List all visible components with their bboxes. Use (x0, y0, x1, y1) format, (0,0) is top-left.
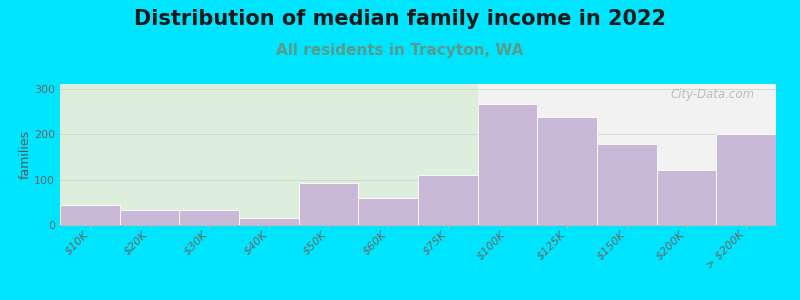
Text: All residents in Tracyton, WA: All residents in Tracyton, WA (276, 44, 524, 59)
Bar (179, 210, 239, 225)
Bar (716, 134, 776, 225)
Bar (418, 175, 478, 225)
Bar (60, 84, 478, 225)
Text: City-Data.com: City-Data.com (670, 88, 754, 101)
Bar (538, 117, 597, 225)
Bar (298, 183, 358, 225)
Bar (239, 218, 298, 225)
Bar (597, 145, 657, 225)
Bar (358, 198, 418, 225)
Text: Distribution of median family income in 2022: Distribution of median family income in … (134, 9, 666, 29)
Y-axis label: families: families (18, 130, 31, 179)
Bar (478, 104, 538, 225)
Bar (657, 170, 716, 225)
Bar (120, 210, 179, 225)
Bar (60, 205, 120, 225)
